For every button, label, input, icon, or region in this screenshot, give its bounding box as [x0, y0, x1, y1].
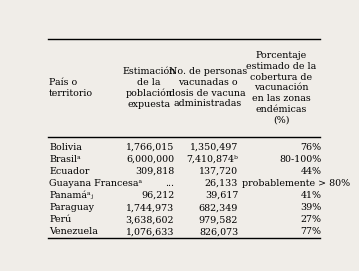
Text: 3,638,602: 3,638,602: [126, 215, 174, 224]
Text: Brasilᵃ: Brasilᵃ: [49, 155, 81, 164]
Text: Guayana Francesaᵃ: Guayana Francesaᵃ: [49, 179, 142, 188]
Text: 26,133: 26,133: [205, 179, 238, 188]
Text: 76%: 76%: [300, 143, 322, 151]
Text: Ecuador: Ecuador: [49, 167, 89, 176]
Text: 682,349: 682,349: [199, 203, 238, 212]
Text: 1,076,633: 1,076,633: [126, 227, 174, 237]
Text: 39%: 39%: [300, 203, 322, 212]
Text: Perú: Perú: [49, 215, 71, 224]
Text: 1,744,973: 1,744,973: [126, 203, 174, 212]
Text: 979,582: 979,582: [199, 215, 238, 224]
Text: País o
territorio: País o territorio: [49, 78, 93, 98]
Text: 80-100%: 80-100%: [279, 155, 322, 164]
Text: 6,000,000: 6,000,000: [126, 155, 174, 164]
Text: 137,720: 137,720: [199, 167, 238, 176]
Text: 77%: 77%: [301, 227, 322, 237]
Text: ...: ...: [165, 179, 174, 188]
Text: Paraguay: Paraguay: [49, 203, 94, 212]
Text: 7,410,874ᵇ: 7,410,874ᵇ: [186, 155, 238, 164]
Text: 27%: 27%: [301, 215, 322, 224]
Text: 309,818: 309,818: [135, 167, 174, 176]
Text: 39,617: 39,617: [205, 191, 238, 200]
Text: Venezuela: Venezuela: [49, 227, 98, 237]
Text: Bolivia: Bolivia: [49, 143, 82, 151]
Text: 41%: 41%: [301, 191, 322, 200]
Text: 1,350,497: 1,350,497: [190, 143, 238, 151]
Text: Porcentaje
estimado de la
cobertura de
vacunación
en las zonas
endémicas
(%): Porcentaje estimado de la cobertura de v…: [246, 51, 317, 125]
Text: Estimación
de la
población
expuesta: Estimación de la población expuesta: [122, 67, 176, 109]
Text: 1,766,015: 1,766,015: [126, 143, 174, 151]
Text: probablemente > 80%: probablemente > 80%: [242, 179, 350, 188]
Text: 96,212: 96,212: [141, 191, 174, 200]
Text: Panamáᵃⱼ: Panamáᵃⱼ: [49, 191, 93, 200]
Text: 826,073: 826,073: [199, 227, 238, 237]
Text: No. de personas
vacunadas o
dosis de vacuna
administradas: No. de personas vacunadas o dosis de vac…: [168, 67, 247, 108]
Text: 44%: 44%: [301, 167, 322, 176]
